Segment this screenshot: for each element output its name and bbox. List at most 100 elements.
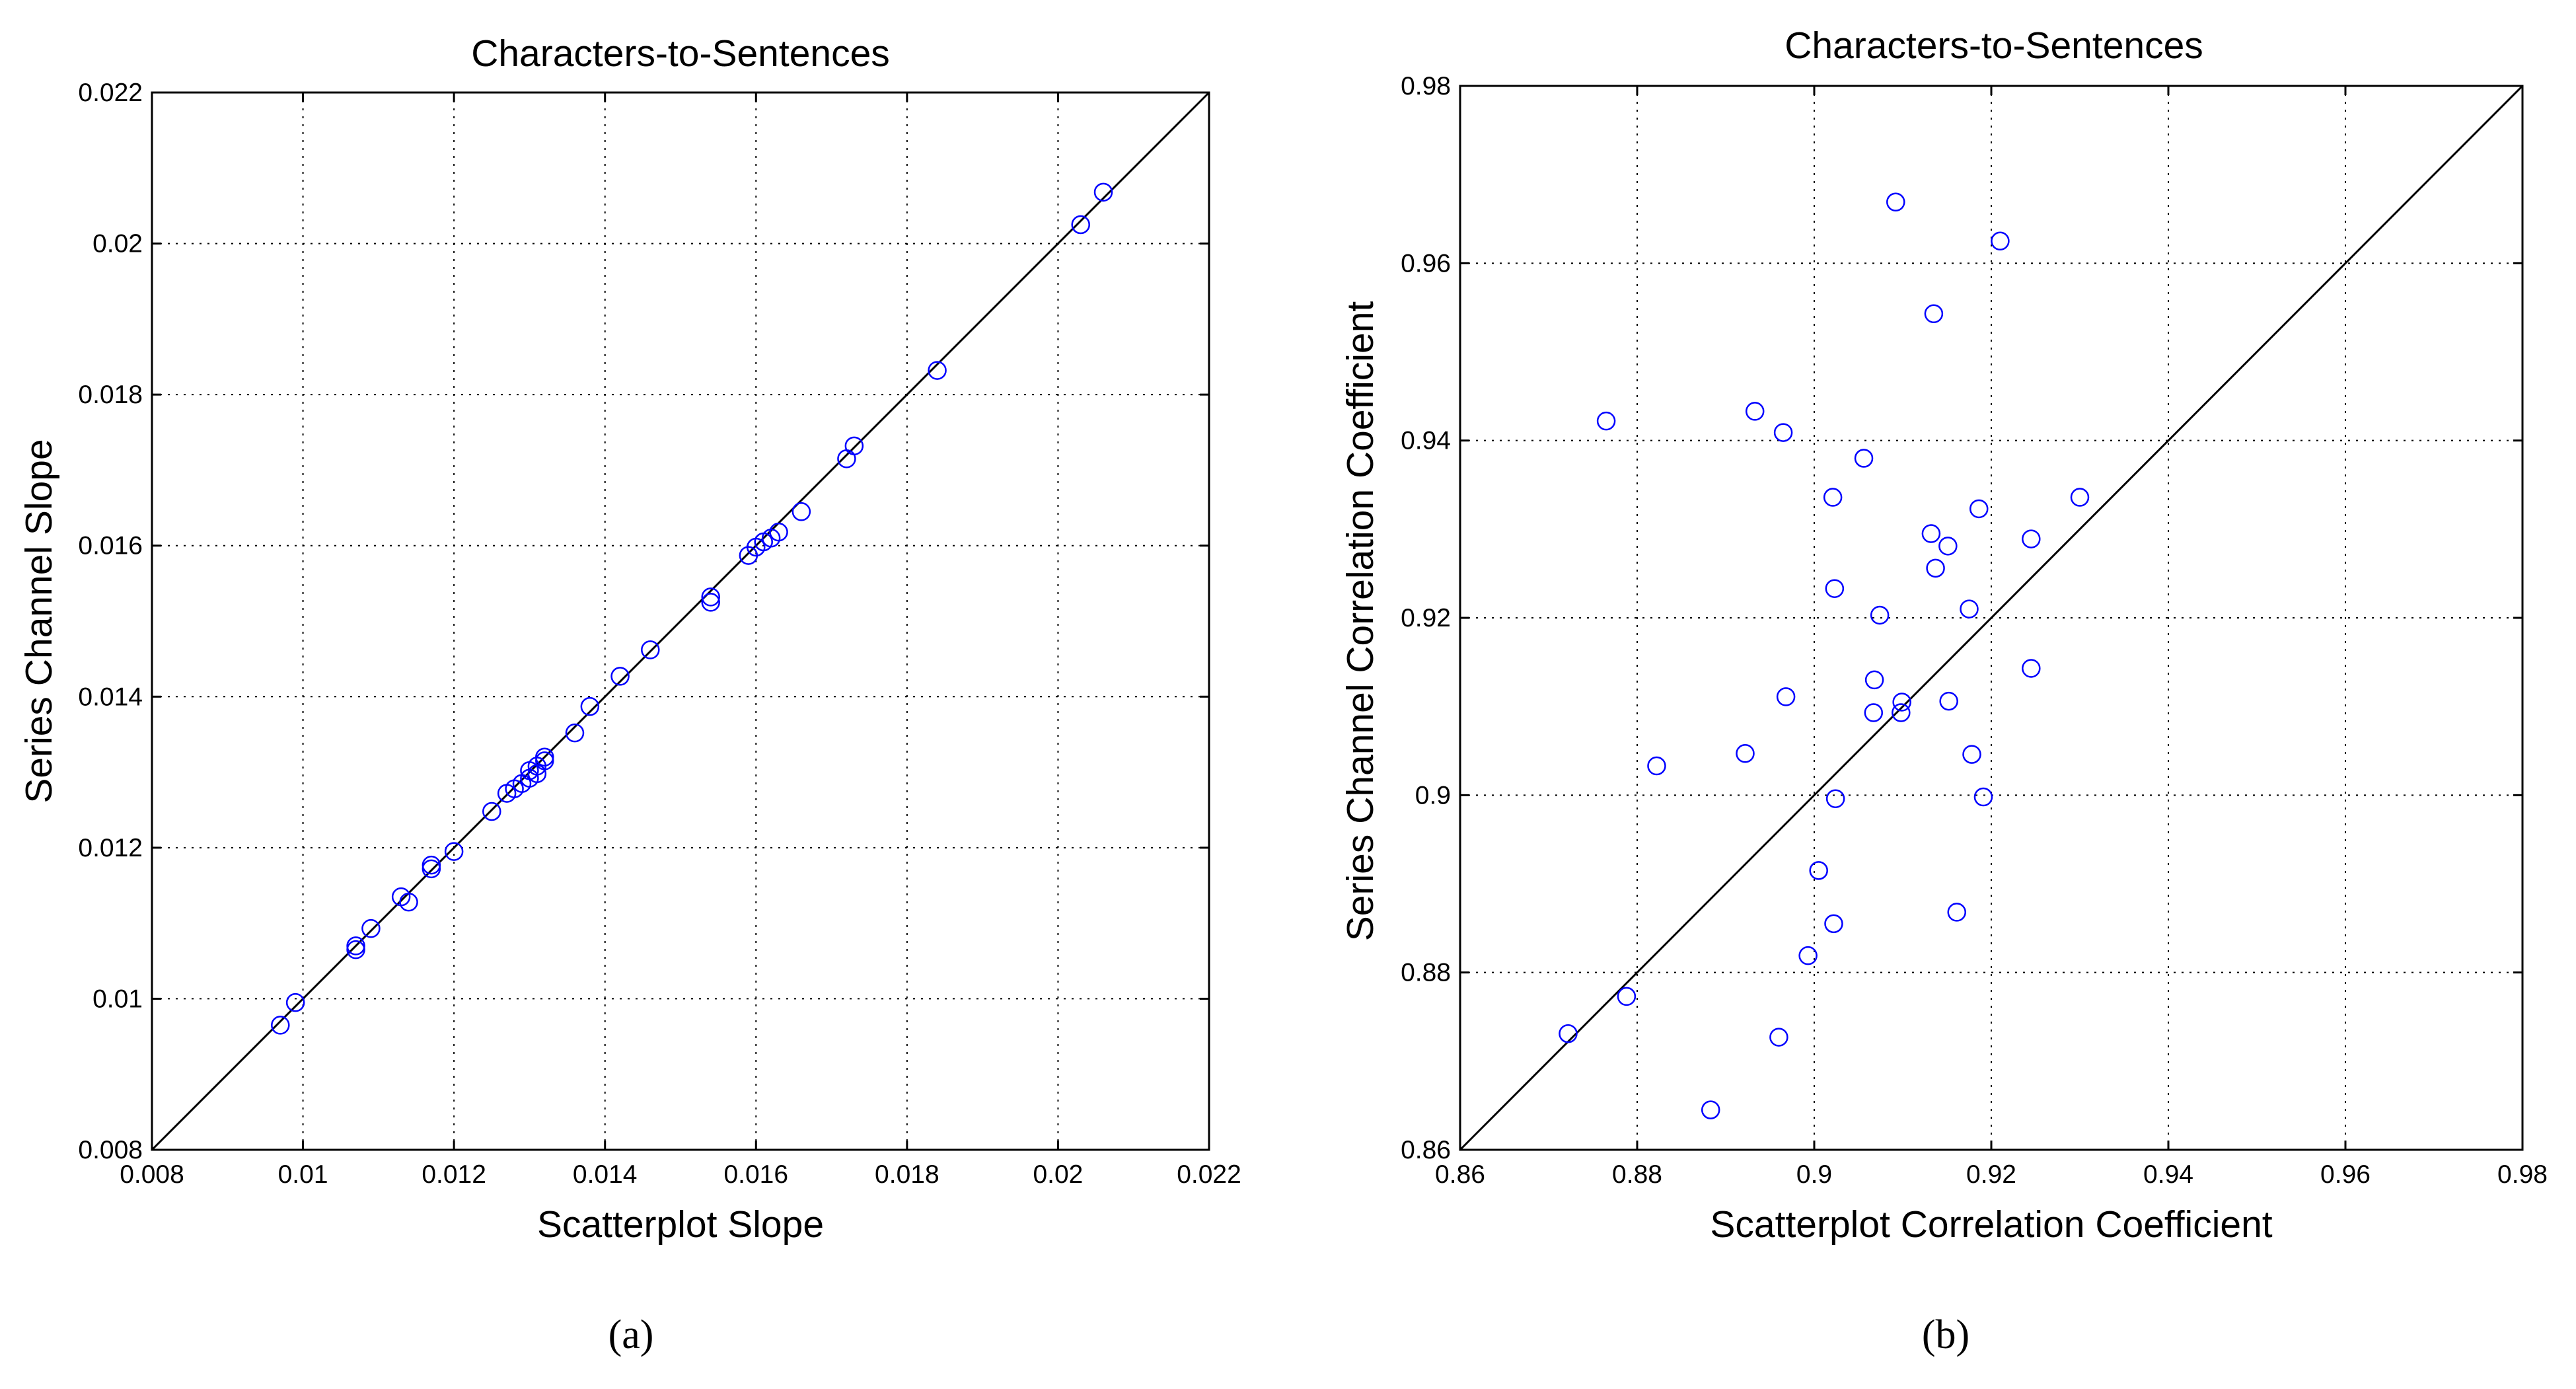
panel-b-data-point [1870,605,1890,625]
panel-b-y-tick-label: 0.94 [1401,427,1451,455]
panel-b-y-tick-label: 0.88 [1401,959,1451,987]
panel-b-x-tick-label: 0.94 [2143,1160,2193,1189]
panel-b-data-point [1921,524,1941,543]
panel-b-data-point [1825,789,1845,808]
panel-b-y-tick-label: 0.96 [1401,249,1451,278]
panel-b-data-point [2022,529,2041,548]
panel-b-reference-line [1459,85,2524,1151]
panel-a-data-point [641,640,660,659]
panel-b-y-tick-label: 0.86 [1401,1136,1451,1164]
panel-a-data-point [285,993,305,1012]
panel-b-data-point [1769,1028,1788,1047]
panel-b-y-tick-label: 0.98 [1401,72,1451,100]
panel-b-data-point [1864,703,1884,722]
panel-a-data-point [422,859,441,879]
panel-b-data-point [1825,579,1845,598]
panel-b-y-ticks: 0.86 0.88 0.9 0.92 0.94 0.96 0.98 [1401,72,2522,1164]
panel-b-data-point [1798,946,1818,965]
panel-a-data-point [399,892,418,912]
panel-b-y-tick-label: 0.9 [1415,781,1451,809]
panel-b-data-point [1938,537,1958,556]
panel-b-x-tick-label: 0.86 [1435,1160,1485,1189]
panel-a-data-point [444,842,464,861]
panel-b-title: Characters-to-Sentences [1785,24,2203,67]
panel-a-x-tick-label: 0.016 [723,1160,788,1189]
panel-a-y-tick-label: 0.016 [78,532,143,560]
panel-a-y-tick-label: 0.012 [78,834,143,862]
panel-b-caption: (b) [1922,1312,1969,1357]
panel-a-data-point [701,593,720,612]
panel-b-data-point [1924,304,1944,324]
panel-a-data-point [837,449,856,469]
panel-a-y-ticks: 0.008 0.01 0.012 0.014 0.016 0.018 0.02 0.022 [78,79,1209,1164]
panel-a-data-point [565,723,585,743]
panel-a-data-point [361,919,381,938]
panel-a-plot-frame [151,91,1210,1151]
panel-a-x-tick-label: 0.012 [422,1160,486,1189]
panel-a-x-tick-label: 0.02 [1033,1160,1083,1189]
panel-a-data-point [791,502,811,521]
panel-b-data-point [1960,599,1979,619]
panel-a-x-ticks: 0.008 0.01 0.012 0.014 0.016 0.018 0.02 0.022 [120,93,1241,1189]
panel-b-data-point [1596,411,1616,431]
panel-b-data-point [1973,787,1993,807]
panel-a-data-point [1071,215,1090,235]
panel-a-y-axis-label: Series Channel Slope [18,439,60,803]
panel-b-x-tick-label: 0.96 [2320,1160,2371,1189]
panel-a-data-point [535,747,554,767]
panel-b-y-axis-label: Series Channel Correlation Coefficient [1339,301,1381,942]
panel-a-points [271,182,1113,1035]
panel-a-data-point [346,940,365,959]
panel-b-x-tick-label: 0.92 [1966,1160,2016,1189]
panel-b-y-tick-label: 0.92 [1401,604,1451,632]
panel-a-data-point [844,436,864,456]
panel-a-y-tick-label: 0.022 [78,79,143,107]
panel-b-data-point [1617,987,1637,1006]
panel-a-x-axis-label: Scatterplot Slope [537,1203,824,1246]
panel-a-y-tick-label: 0.014 [78,683,143,711]
panel-a-x-tick-label: 0.01 [278,1160,328,1189]
panel-b-x-ticks: 0.86 0.88 0.9 0.92 0.94 0.96 0.98 [1435,86,2548,1189]
panel-b-data-point [1969,499,1989,519]
panel-b-data-point [1892,703,1911,722]
panel-a-data-point [610,667,630,686]
panel-a-gridlines [152,93,1209,1150]
panel-a-y-tick-label: 0.008 [78,1136,143,1164]
panel-b-data-point [1823,488,1843,507]
panel-a-x-tick-label: 0.008 [120,1160,184,1189]
panel-b-x-axis-label: Scatterplot Correlation Coefficient [1710,1203,2272,1246]
panel-b-data-point [1701,1100,1720,1119]
panel-b-data-point [1864,670,1884,690]
panel-b-data-point [1776,687,1796,706]
panel-a-identity-line [151,91,1210,1151]
panel-a-x-tick-label: 0.014 [573,1160,638,1189]
panel-b-data-point [1886,192,1905,212]
panel-a-data-point [580,696,600,716]
panel-b-data-point [1962,745,1981,764]
panel-a-data-point [482,802,501,821]
panel-a-data-point [701,587,720,607]
panel-b-data-point [1745,402,1765,421]
panel-a-data-point [346,936,365,956]
panel-b-x-tick-label: 0.98 [2497,1160,2548,1189]
panel-a-data-point [271,1016,290,1035]
panel-a: Characters-to-Sentences 0.008 0.01 0.012 0.… [18,32,1241,1357]
panel-b-data-point [1824,914,1843,934]
panel-a-caption: (a) [608,1312,654,1357]
panel-b-data-point [1809,861,1828,880]
panel-b-data-point [1773,423,1793,442]
panel-a-y-tick-label: 0.018 [78,381,143,409]
panel-a-data-point [1093,182,1113,202]
panel-b-data-point [2070,488,2090,507]
panel-b-data-point [1991,231,2010,251]
panel-a-x-tick-label: 0.022 [1177,1160,1241,1189]
panel-a-reference-line [151,91,1210,1151]
panel-b-points [1559,192,2090,1119]
panel-b-data-point [2022,659,2041,678]
panel-b-x-tick-label: 0.9 [1796,1160,1832,1189]
panel-b-data-point [1947,903,1966,922]
panel-a-data-point [769,522,788,542]
panel-a-data-point [422,855,441,875]
panel-a-data-point [928,361,947,380]
